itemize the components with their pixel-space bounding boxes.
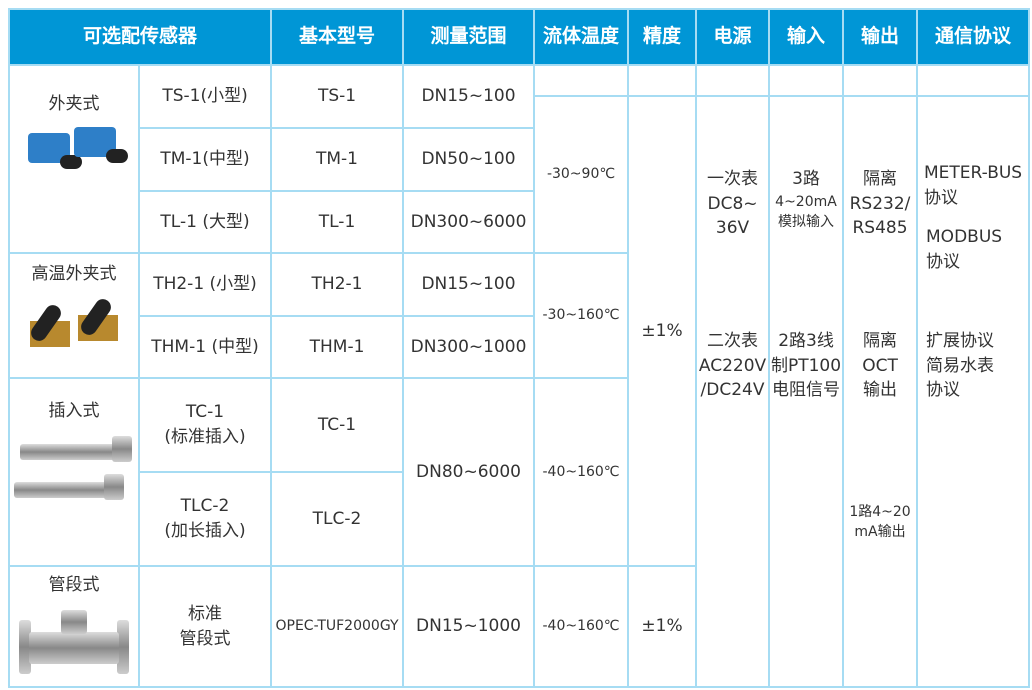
sensor-tm1: TM-1(中型) (137, 127, 273, 192)
temp-4: -40~160℃ (533, 565, 630, 688)
model-spool: OPEC-TUF2000GY (270, 565, 405, 688)
accuracy-2: ±1% (627, 565, 698, 688)
range-ts1: DN15~100 (402, 64, 536, 129)
model-tlc2: TLC-2 (270, 471, 405, 567)
range-tl1: DN300~6000 (402, 190, 536, 254)
clamp-on-sensors-image (24, 125, 128, 185)
model-th21: TH2-1 (270, 252, 405, 317)
accuracy-1: ±1% (627, 95, 698, 567)
category-label: 外夹式 (48, 94, 100, 114)
category-spool: 管段式 (8, 565, 140, 688)
sensor-thm1: THM-1 (中型) (137, 315, 273, 379)
range-tc: DN80~6000 (402, 377, 536, 567)
category-clamp-on: 外夹式 (8, 64, 140, 254)
spool-piece-sensor-image (19, 606, 129, 676)
output-cell: 隔离 RS232/RS485 隔离 OCT 输出 1路4~20 mA输出 (842, 95, 919, 688)
category-label: 高温外夹式 (31, 264, 117, 284)
header-output: 输出 (842, 8, 919, 66)
power-cell: 一次表 DC8~ 36V 二次表 AC220V/DC24V (695, 95, 771, 688)
range-spool: DN15~1000 (402, 565, 536, 688)
high-temp-clamp-sensors-image (24, 295, 124, 355)
sensor-tlc2: TLC-2 (加长插入) (137, 471, 273, 567)
temp-2: -30~160℃ (533, 252, 630, 379)
protocol-cell: METER-BUS 协议 MODBUS 协议 扩展协议 简易水表 协议 (916, 95, 1031, 688)
sensor-spool: 标准 管段式 (137, 565, 273, 688)
model-tm1: TM-1 (270, 127, 405, 192)
category-label: 插入式 (48, 401, 100, 421)
range-thm1: DN300~1000 (402, 315, 536, 379)
range-tm1: DN50~100 (402, 127, 536, 192)
category-label: 管段式 (48, 575, 100, 595)
spec-table: 可选配传感器 基本型号 测量范围 流体温度 精度 电源 输入 输出 通信协议 外… (7, 8, 1031, 688)
range-th21: DN15~100 (402, 252, 536, 317)
header-model: 基本型号 (270, 8, 405, 66)
header-accuracy: 精度 (627, 8, 698, 66)
category-high-temp: 高温外夹式 (8, 252, 140, 379)
model-ts1: TS-1 (270, 64, 405, 129)
temp-3: -40~160℃ (533, 377, 630, 567)
header-input: 输入 (768, 8, 845, 66)
model-thm1: THM-1 (270, 315, 405, 379)
category-insertion: 插入式 (8, 377, 140, 567)
model-tc1: TC-1 (270, 377, 405, 473)
sensor-th21: TH2-1 (小型) (137, 252, 273, 317)
input-cell: 3路 4~20mA 模拟输入 2路3线 制PT100 电阻信号 (768, 95, 845, 688)
sensor-ts1: TS-1(小型) (137, 64, 273, 129)
header-temp: 流体温度 (533, 8, 630, 66)
header-range: 测量范围 (402, 8, 536, 66)
temp-1: -30~90℃ (533, 95, 630, 254)
sensor-tl1: TL-1 (大型) (137, 190, 273, 254)
insertion-sensors-image (14, 432, 134, 522)
header-power: 电源 (695, 8, 771, 66)
header-protocol: 通信协议 (916, 8, 1031, 66)
sensor-tc1: TC-1 (标准插入) (137, 377, 273, 473)
model-tl1: TL-1 (270, 190, 405, 254)
header-sensor: 可选配传感器 (7, 8, 273, 66)
